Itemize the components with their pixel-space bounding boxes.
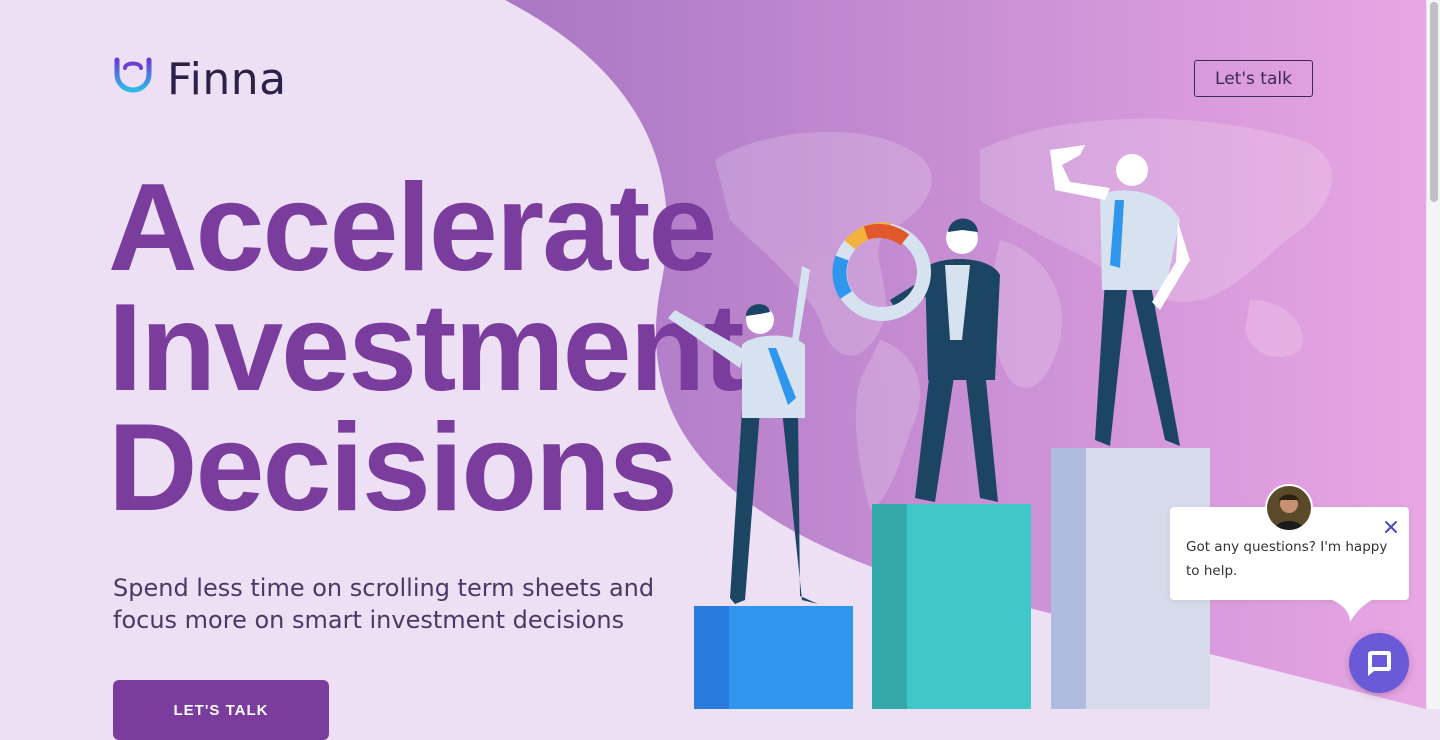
close-icon[interactable] (1383, 519, 1399, 535)
brand-name: Finna (167, 54, 287, 105)
donut-chart-prop (832, 222, 931, 321)
hero-cta-button[interactable]: LET'S TALK (113, 680, 329, 740)
person-left (668, 266, 818, 604)
person-right (1050, 145, 1190, 446)
world-map (715, 118, 1332, 510)
brand-logo[interactable]: Finna (113, 54, 287, 106)
headline-line: Investment (108, 279, 745, 417)
page-scrollbar[interactable] (1426, 0, 1440, 709)
agent-avatar (1265, 484, 1313, 532)
bar-chart-columns (694, 448, 1210, 709)
business-growth-illustration (668, 145, 1210, 709)
chat-message: Got any questions? I'm happy to help. (1186, 539, 1388, 579)
finna-logo-icon (114, 54, 152, 106)
chat-launcher-button[interactable] (1349, 633, 1409, 693)
person-middle (832, 218, 1000, 502)
headline-line: Accelerate (108, 159, 717, 297)
headline-line: Decisions (108, 399, 678, 537)
chat-bubble-icon (1368, 651, 1391, 676)
hero-headline: Accelerate Investment Decisions (108, 159, 745, 537)
chat-popup-tail (1332, 598, 1372, 622)
lets-talk-button[interactable]: Let's talk (1194, 60, 1313, 97)
scrollbar-thumb[interactable] (1430, 2, 1438, 202)
hero-subheadline: Spend less time on scrolling term sheets… (113, 574, 655, 634)
